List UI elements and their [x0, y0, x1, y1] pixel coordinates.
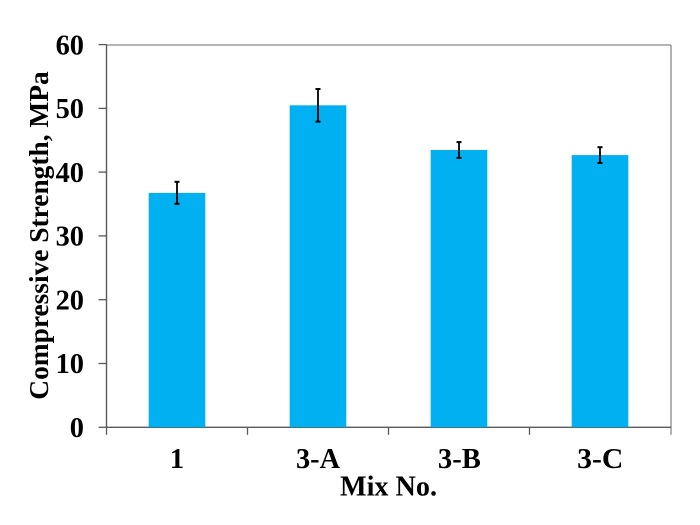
- svg-text:20: 20: [56, 285, 84, 316]
- svg-text:3-B: 3-B: [438, 444, 481, 475]
- svg-text:40: 40: [56, 158, 84, 189]
- svg-text:Mix No.: Mix No.: [340, 472, 437, 503]
- svg-text:50: 50: [56, 94, 84, 125]
- svg-text:3-A: 3-A: [296, 444, 340, 475]
- svg-text:30: 30: [56, 222, 84, 253]
- svg-text:3-C: 3-C: [577, 444, 623, 475]
- svg-text:0: 0: [70, 413, 84, 444]
- svg-text:Compressive Strength, MPa: Compressive Strength, MPa: [24, 71, 54, 400]
- svg-text:60: 60: [56, 30, 84, 61]
- svg-text:1: 1: [170, 444, 184, 475]
- svg-text:10: 10: [56, 349, 84, 380]
